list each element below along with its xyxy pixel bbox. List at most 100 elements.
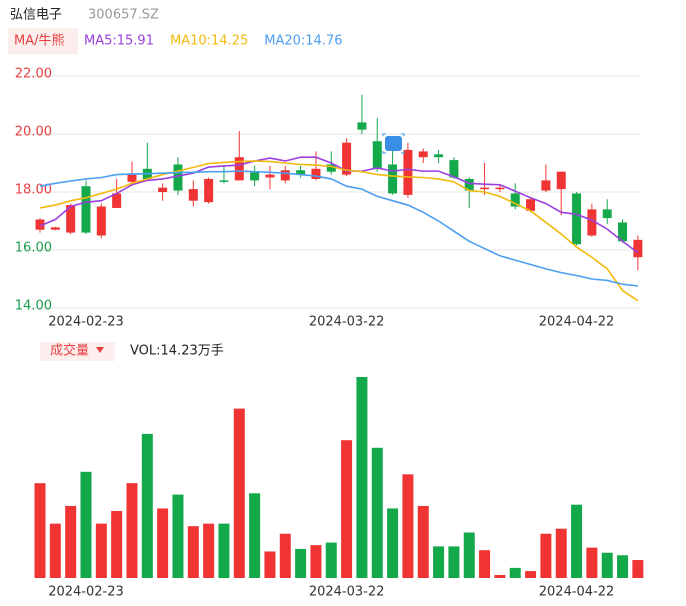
volume-bar [540,533,552,578]
candle-body [35,219,45,230]
candle-body [403,149,413,195]
candle-body [357,122,367,130]
volume-bar [402,474,414,578]
ma-legend: MA20:14.76 [264,34,342,49]
ma-button-bg[interactable] [8,28,78,54]
volume-bar [203,523,215,578]
stock-code: 300657.SZ [88,8,159,23]
candle-body [633,239,643,258]
volume-bar [279,533,291,578]
volume-bar [433,546,445,578]
candle-body [618,222,628,242]
candle-body [480,187,490,190]
candle-body [311,168,321,179]
candle-body [541,180,551,191]
candle-body [326,164,336,172]
ma-legend: MA5:15.91 [84,34,154,49]
y-tick-label: 22.00 [15,67,52,82]
dropdown-arrow[interactable] [96,347,104,353]
candle-body [510,193,520,207]
candle-body [495,187,505,190]
x-tick-label: 2024-04-22 [539,585,615,600]
volume-bar [509,567,521,578]
candle-body [96,206,106,236]
volume-bar [325,542,337,578]
volume-bar [387,508,399,578]
candle-body [127,174,137,182]
volume-bar [95,523,107,578]
candle-body [526,199,536,211]
ma-button[interactable]: MA/牛熊 [14,33,65,49]
candle-body [66,205,76,233]
x-tick-label: 2024-03-22 [309,585,385,600]
candle-body [265,174,275,178]
y-tick-label: 14.00 [15,299,52,314]
candle-body [173,164,183,191]
volume-bar [555,528,567,578]
volume-bar [218,523,230,578]
x-tick-label: 2024-04-22 [539,315,615,330]
volume-bar [126,483,138,578]
volume-bar [463,532,475,578]
volume-button-bg[interactable] [40,342,115,361]
marker-icon[interactable] [382,133,405,154]
volume-bar [494,574,506,578]
candle-body [464,178,474,191]
candle-body [188,189,198,201]
volume-bar [187,526,199,578]
volume-bar [586,547,598,578]
candle-body [602,209,612,219]
volume-bar [295,548,307,578]
candle-body [81,186,91,233]
candle-body [434,154,444,158]
candle-body [158,187,168,192]
candle-body [587,209,597,236]
ma-line [39,170,638,287]
volume-bar [525,571,537,578]
volume-bar [233,408,245,578]
x-tick-label: 2024-02-23 [48,585,124,600]
candle-body [418,151,428,158]
volume-bar [111,511,123,578]
candle-body [296,170,306,175]
candle-body [112,193,122,208]
volume-bar [617,555,629,578]
candle-body [250,171,260,181]
volume-bar [172,494,184,578]
volume-bar [448,546,460,578]
candle-body [556,171,566,190]
candle-body [342,142,352,175]
stock-name: 弘信电子 [10,8,62,23]
volume-bar [65,505,77,578]
volume-button[interactable]: 成交量 [50,343,89,359]
volume-bar [249,493,261,578]
candle-body [234,157,244,181]
volume-bar [371,447,383,578]
volume-bar [479,550,491,578]
volume-bar [571,504,583,578]
volume-bar [264,551,276,578]
volume-bar [49,523,61,578]
volume-bar [80,471,92,578]
volume-bar [341,440,353,578]
volume-bar [356,377,368,578]
volume-bar [157,508,169,578]
volume-bar [34,483,46,578]
candle-body [449,160,459,178]
x-tick-label: 2024-03-22 [309,315,385,330]
candle-body [572,193,582,245]
candle-body [204,178,214,203]
volume-bar [632,560,644,578]
x-tick-label: 2024-02-23 [48,315,124,330]
candle-body [219,180,229,182]
candle-body [280,170,290,181]
candle-body [388,164,398,194]
ma-line [39,160,639,302]
ma-legend: MA10:14.25 [170,34,248,49]
volume-bar [601,552,613,578]
y-tick-label: 16.00 [15,241,52,256]
volume-label: VOL:14.23万手 [130,344,224,359]
volume-bar [310,545,322,578]
